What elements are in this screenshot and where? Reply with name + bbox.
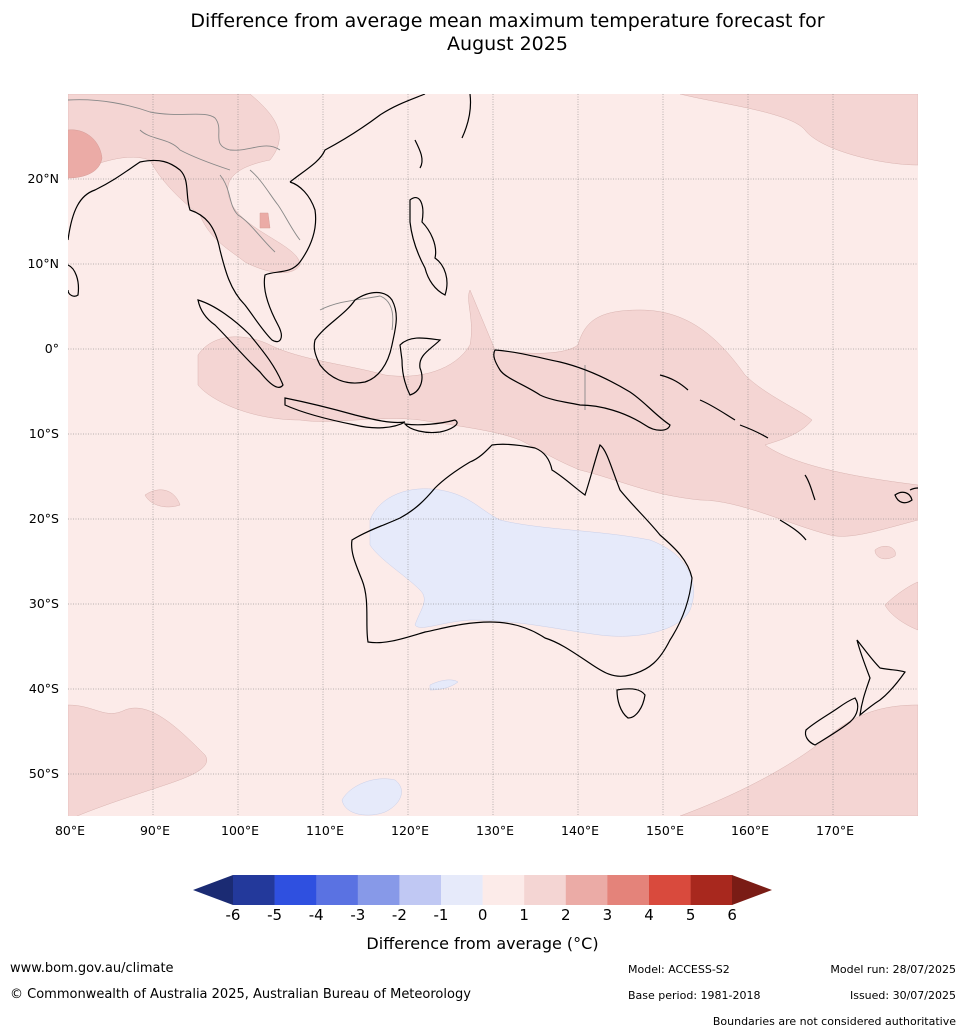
lon-label-150e: 150°E — [645, 823, 685, 838]
colorbar-tick-label: -6 — [225, 906, 241, 924]
colorbar-bin — [399, 875, 442, 905]
lon-label-130e: 130°E — [475, 823, 515, 838]
lat-label-20s: 20°S — [28, 511, 59, 526]
colorbar — [193, 875, 772, 905]
colorbar-bin — [690, 875, 733, 905]
colorbar-tick-label: 4 — [644, 906, 654, 924]
colorbar-tick-label: 5 — [685, 906, 696, 924]
footer-model: Model: ACCESS-S2 — [628, 963, 730, 976]
colorbar-bin — [316, 875, 359, 905]
lon-label-100e: 100°E — [220, 823, 260, 838]
colorbar-tick-label: 3 — [602, 906, 613, 924]
colorbar-bin — [565, 875, 608, 905]
lat-label-50s: 50°S — [28, 766, 59, 781]
footer-disclaimer: Boundaries are not considered authoritat… — [712, 1015, 956, 1028]
title-line-1: Difference from average mean maximum tem… — [190, 10, 825, 32]
colorbar-tick-label: 0 — [477, 906, 488, 924]
colorbar-bin — [357, 875, 400, 905]
lon-label-80e: 80°E — [54, 823, 86, 838]
colorbar-bin — [441, 875, 483, 905]
colorbar-bin — [524, 875, 567, 905]
colorbar-tick-label: -3 — [350, 906, 366, 924]
footer-base-period: Base period: 1981-2018 — [628, 989, 761, 1002]
title-line-2: August 2025 — [447, 33, 568, 55]
colorbar-bin — [649, 875, 691, 905]
country-boundaries — [68, 99, 586, 410]
lat-label-40s: 40°S — [28, 681, 59, 696]
coastlines — [68, 94, 918, 746]
colorbar-tick-label: -1 — [433, 906, 449, 924]
map-title: Difference from average mean maximum tem… — [0, 10, 965, 56]
lon-label-120e: 120°E — [390, 823, 430, 838]
lat-label-10n: 10°N — [27, 256, 59, 271]
lon-label-110e: 110°E — [305, 823, 345, 838]
colorbar-tick-label: 1 — [519, 906, 529, 924]
colorbar-bin — [607, 875, 650, 905]
lat-label-20n: 20°N — [27, 171, 59, 186]
colorbar-tick-label: -2 — [391, 906, 407, 924]
anomaly-zones-1-to-2 — [68, 94, 918, 816]
colorbar-tick-label: -5 — [267, 906, 283, 924]
colorbar-bin — [482, 875, 525, 905]
map-plot-area — [68, 94, 918, 816]
colorbar-label: Difference from average (°C) — [366, 934, 599, 953]
footer-copyright: © Commonwealth of Australia 2025, Austra… — [10, 987, 471, 1002]
footer-url: www.bom.gov.au/climate — [10, 961, 174, 976]
lon-label-160e: 160°E — [730, 823, 770, 838]
colorbar-high-extend — [732, 875, 772, 905]
graticule — [68, 94, 918, 816]
lat-label-30s: 30°S — [28, 596, 59, 611]
footer-issued: Issued: 30/07/2025 — [849, 989, 956, 1002]
colorbar-bin — [274, 875, 317, 905]
lon-label-170e: 170°E — [815, 823, 855, 838]
colorbar-low-extend — [193, 875, 233, 905]
lat-label-10s: 10°S — [28, 426, 59, 441]
lon-label-90e: 90°E — [139, 823, 171, 838]
anomaly-zones-neg1-to-0 — [341, 488, 694, 816]
anomaly-zones-2-to-3 — [68, 129, 271, 229]
lat-label-0: 0° — [44, 341, 59, 356]
lon-label-140e: 140°E — [560, 823, 600, 838]
colorbar-bins — [233, 875, 733, 905]
footer-model-run: Model run: 28/07/2025 — [830, 963, 956, 976]
colorbar-tick-label: -4 — [308, 906, 324, 924]
colorbar-tick-label: 2 — [561, 906, 571, 924]
colorbar-tick-label: 6 — [727, 906, 737, 924]
colorbar-bin — [233, 875, 275, 905]
